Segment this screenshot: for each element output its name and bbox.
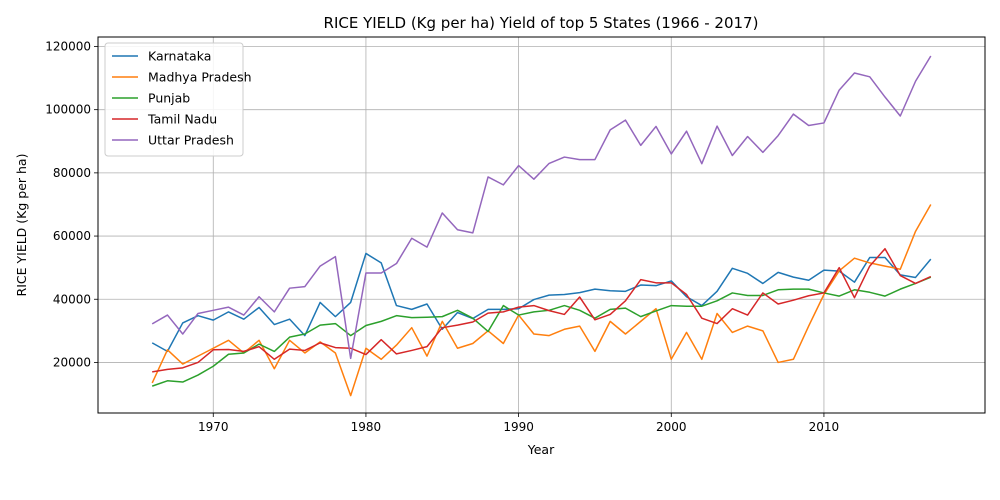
x-tick-label: 2000 [656, 420, 687, 434]
chart-title: RICE YIELD (Kg per ha) Yield of top 5 St… [324, 14, 759, 32]
series-line-karnataka [151, 252, 932, 353]
y-tick-label: 20000 [53, 355, 91, 369]
legend-label-punjab: Punjab [148, 91, 190, 106]
grid [98, 37, 985, 413]
series-line-punjab [151, 276, 932, 387]
series-lines [151, 55, 932, 397]
legend-label-tamil-nadu: Tamil Nadu [147, 112, 217, 127]
x-axis-label: Year [527, 442, 555, 457]
legend-label-madhya-pradesh: Madhya Pradesh [148, 70, 252, 85]
x-tick-label: 2010 [809, 420, 840, 434]
y-tick-label: 100000 [45, 103, 91, 117]
x-tick-label: 1970 [198, 420, 229, 434]
y-axis-label: RICE YIELD (Kg per ha) [14, 154, 29, 297]
legend-label-karnataka: Karnataka [148, 49, 211, 64]
legend-label-uttar-pradesh: Uttar Pradesh [148, 133, 234, 148]
series-line-uttar-pradesh [151, 55, 932, 360]
y-tick-label: 60000 [53, 229, 91, 243]
y-tick-label: 120000 [45, 39, 91, 53]
y-tick-label: 40000 [53, 292, 91, 306]
series-line-tamil-nadu [152, 247, 932, 373]
x-tick-label: 1990 [503, 420, 534, 434]
x-tick-label: 1980 [351, 420, 382, 434]
legend: Karnataka Madhya Pradesh Punjab Tamil Nadu U… [104, 42, 252, 157]
y-axis-ticks: 20000 40000 60000 80000 100000 120000 [45, 39, 98, 369]
plot-area-frame [97, 36, 986, 414]
legend-box [104, 42, 244, 157]
x-axis-ticks: 1970 1980 1990 2000 2010 [198, 413, 839, 434]
y-tick-label: 80000 [53, 166, 91, 180]
